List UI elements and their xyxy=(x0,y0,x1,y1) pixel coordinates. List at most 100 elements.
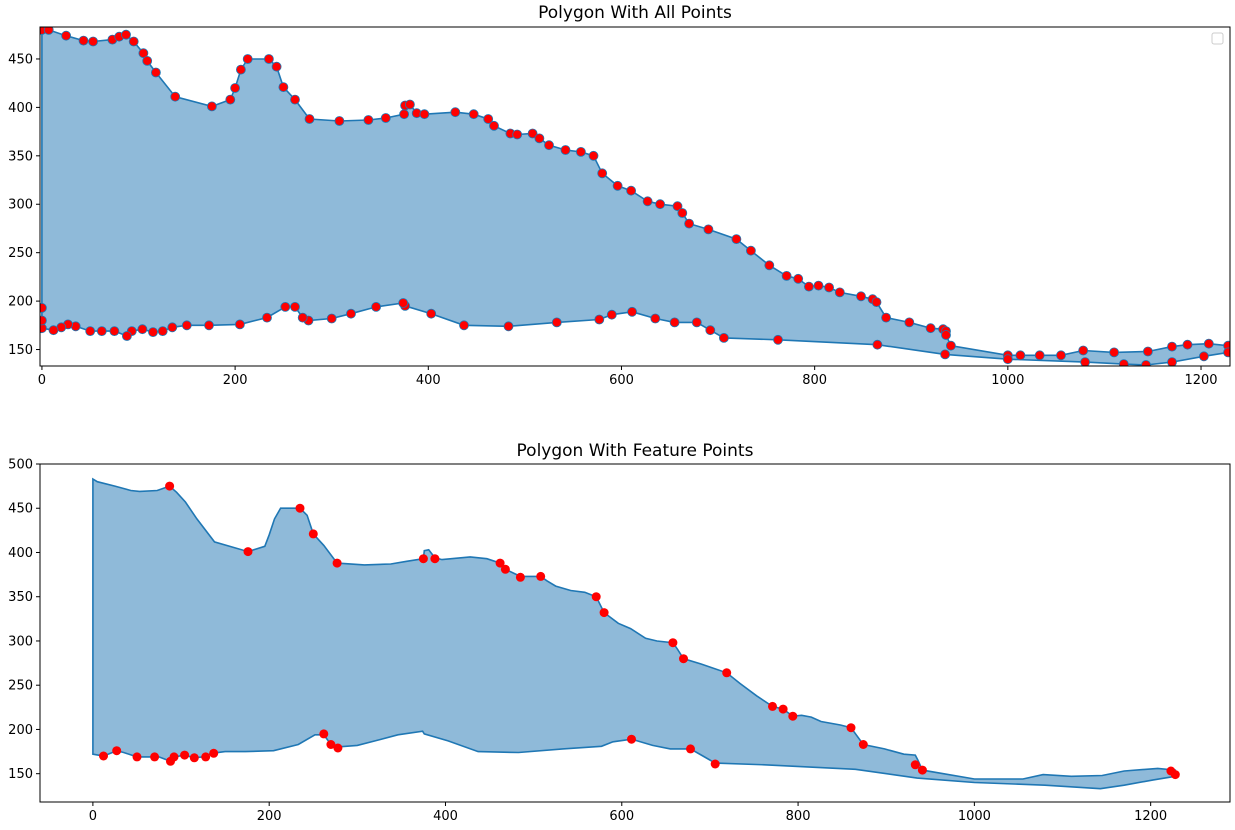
subplot-feature-points: Polygon With Feature Points 0 200 400 600 80… xyxy=(8,441,1231,824)
data-point xyxy=(419,109,430,120)
data-point xyxy=(142,56,153,66)
data-point xyxy=(917,765,927,775)
x-tick-label: 1200 xyxy=(1134,809,1167,824)
data-point xyxy=(290,301,300,312)
x-tick-label: 800 xyxy=(802,373,827,388)
data-point xyxy=(150,67,161,78)
data-point xyxy=(137,324,148,335)
subplot-all-points: Polygon With All Points 0 200 400 600 800 100… xyxy=(8,3,1231,388)
data-point xyxy=(209,748,219,758)
polygon-fill xyxy=(41,29,1229,366)
data-point xyxy=(781,270,792,281)
data-point xyxy=(686,744,695,754)
y-axis-feature-points: 150 200 250 300 350 400 450 500 xyxy=(8,458,40,782)
y-axis-all-points: 150 200 250 300 350 400 450 xyxy=(8,52,40,358)
data-point xyxy=(1080,357,1090,366)
y-tick-label: 300 xyxy=(8,198,33,213)
data-point xyxy=(588,150,599,161)
x-tick-label: 200 xyxy=(223,373,248,388)
data-point xyxy=(334,116,345,126)
y-tick-label: 200 xyxy=(8,723,33,738)
data-point xyxy=(180,750,190,760)
data-point xyxy=(627,306,637,317)
data-point xyxy=(399,109,410,120)
data-point xyxy=(78,35,89,46)
data-point xyxy=(940,349,950,360)
data-point xyxy=(627,734,636,744)
y-tick-label: 150 xyxy=(8,767,33,782)
data-point xyxy=(170,91,181,102)
x-tick-label: 400 xyxy=(433,809,458,824)
data-point xyxy=(489,120,499,131)
x-tick-label: 600 xyxy=(609,373,634,388)
data-point xyxy=(881,312,891,323)
data-point xyxy=(234,319,245,330)
data-point xyxy=(121,29,131,40)
data-point xyxy=(1223,347,1230,358)
data-point xyxy=(910,760,920,770)
data-point xyxy=(109,326,120,337)
data-point xyxy=(1141,360,1151,366)
data-point xyxy=(594,314,605,325)
data-point xyxy=(189,753,199,763)
data-point xyxy=(468,109,479,120)
y-tick-label: 450 xyxy=(8,52,33,67)
data-point xyxy=(669,317,680,328)
data-point xyxy=(534,133,545,144)
data-point xyxy=(544,140,554,151)
data-point xyxy=(705,325,716,336)
data-point xyxy=(500,564,510,574)
data-point xyxy=(551,317,562,328)
data-point xyxy=(804,281,814,292)
y-tick-label: 250 xyxy=(8,246,33,261)
data-point xyxy=(764,260,775,271)
plot-area-all-points xyxy=(39,26,1231,367)
x-tick-label: 1000 xyxy=(958,809,991,824)
data-point xyxy=(731,234,742,245)
data-point xyxy=(430,554,440,564)
data-point xyxy=(1118,359,1129,366)
data-point xyxy=(599,608,609,618)
data-point xyxy=(43,27,54,35)
x-tick-label: 800 xyxy=(786,809,811,824)
data-point xyxy=(235,64,246,75)
data-point xyxy=(793,273,804,284)
data-point xyxy=(536,571,546,581)
data-point xyxy=(527,128,538,139)
data-point xyxy=(824,282,834,293)
data-point xyxy=(515,572,525,582)
x-tick-label: 1200 xyxy=(1184,373,1217,388)
data-point xyxy=(295,503,305,513)
data-point xyxy=(326,740,336,749)
data-point xyxy=(1203,338,1214,349)
data-point xyxy=(138,48,149,59)
data-point xyxy=(85,326,96,337)
data-point xyxy=(677,208,688,218)
data-point xyxy=(165,481,175,491)
data-point xyxy=(719,332,729,343)
data-point xyxy=(243,547,253,557)
data-point xyxy=(722,668,732,678)
data-point xyxy=(96,326,107,337)
data-point xyxy=(319,729,329,739)
data-point xyxy=(308,529,318,539)
data-point xyxy=(1170,770,1180,780)
data-point xyxy=(684,218,694,229)
polygon-fill xyxy=(92,479,1176,789)
x-tick-label: 0 xyxy=(38,373,46,388)
data-point xyxy=(346,308,356,319)
data-point xyxy=(642,196,653,207)
x-tick-label: 400 xyxy=(416,373,441,388)
data-point xyxy=(332,558,342,568)
data-point xyxy=(560,145,571,155)
data-point xyxy=(112,746,122,756)
data-point xyxy=(99,751,108,761)
data-point xyxy=(778,704,788,714)
data-point xyxy=(371,301,382,312)
data-point xyxy=(710,759,720,769)
data-point xyxy=(262,312,272,323)
data-point xyxy=(1002,354,1013,365)
y-tick-label: 400 xyxy=(8,101,33,116)
data-point xyxy=(834,287,845,298)
